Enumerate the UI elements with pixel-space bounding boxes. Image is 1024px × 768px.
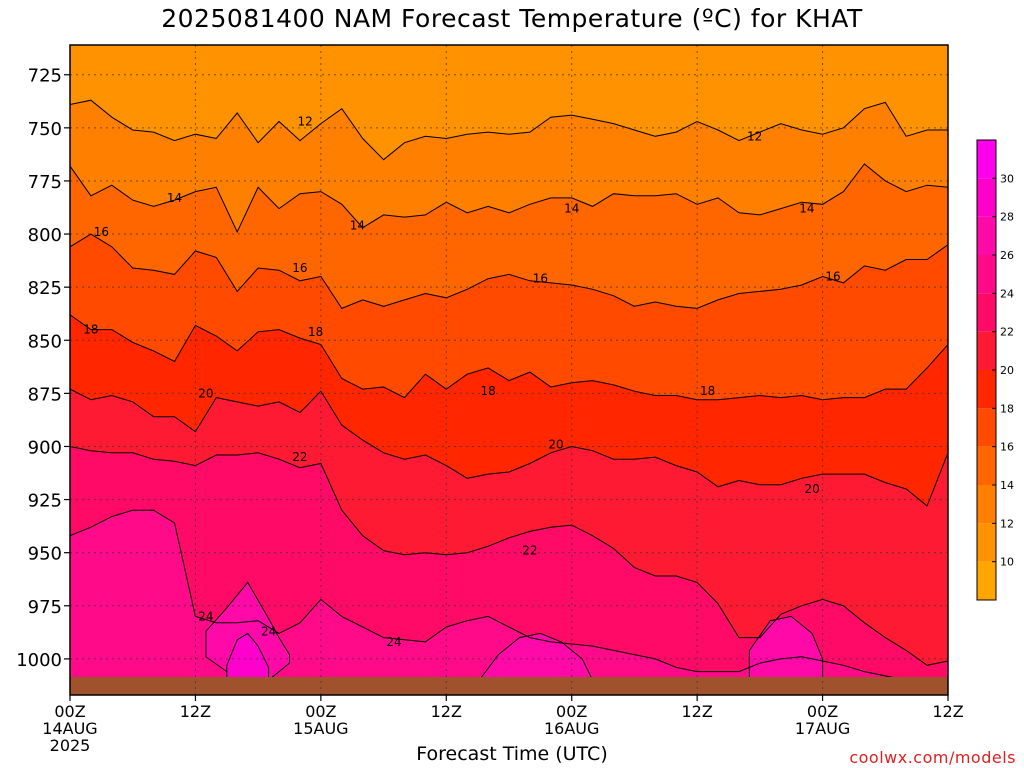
contour-label-18: 18 (308, 325, 323, 339)
colorbar-label-20: 20 (1000, 364, 1014, 377)
colorbar-label-22: 22 (1000, 326, 1014, 339)
x-axis-label: Forecast Time (UTC) (416, 743, 608, 765)
colorbar-label-14: 14 (1000, 479, 1014, 492)
colorbar-segment-18-20 (977, 370, 996, 409)
y-tick-label-800: 800 (28, 225, 62, 246)
colorbar-label-30: 30 (1000, 172, 1014, 185)
temperature-fill-group: 12 12 14 14 14 14 16 16 16 16 18 18 18 18 20 20 20 22 22 24… (70, 45, 948, 695)
contour-label-12: 12 (298, 114, 313, 128)
x-tick-label-72-1: 17AUG (795, 719, 850, 738)
x-tick-label-24-1: 15AUG (293, 719, 348, 738)
contour-line-22 (70, 446, 948, 666)
source-credit: coolwx.com/models (849, 748, 1016, 767)
plot-frame (69, 44, 949, 696)
x-tick-label-24-0: 00Z (305, 702, 336, 721)
x-tick-label-48-0: 00Z (556, 702, 587, 721)
x-tick-label-36-0: 12Z (431, 702, 462, 721)
y-tick-label-925: 925 (28, 491, 62, 512)
contour-label-16: 16 (533, 272, 548, 286)
contour-line-12 (70, 99, 948, 161)
chart-title: 2025081400 NAM Forecast Temperature (ºC)… (161, 4, 863, 33)
x-tick-label-0-1: 14AUG (42, 719, 97, 738)
contour-label-12: 12 (747, 129, 762, 143)
contour-label-14: 14 (350, 219, 365, 233)
contour-label-18: 18 (700, 384, 715, 398)
contour-label-20: 20 (548, 437, 563, 451)
contour-line-16 (70, 233, 948, 310)
colorbar-segment-12-14 (977, 485, 996, 524)
contour-label-20: 20 (198, 386, 213, 400)
y-tick-label-875: 875 (28, 384, 62, 405)
colorbar-label-12: 12 (1000, 517, 1014, 530)
contour-label-24: 24 (198, 609, 213, 623)
contour-line-14 (70, 163, 948, 234)
colorbar-segment-30-32 (977, 140, 996, 179)
colorbar-segment-24-26 (977, 255, 996, 294)
y-tick-label-950: 950 (28, 544, 62, 565)
colorbar-segment-10-12 (977, 523, 996, 562)
y-tick-label-1000: 1000 (16, 650, 62, 671)
y-tick-label-900: 900 (28, 437, 62, 458)
contour-label-22: 22 (522, 544, 537, 558)
x-tick-label-72-0: 00Z (807, 702, 838, 721)
band-fill-24 (70, 510, 948, 695)
x-tick-label-0-0: 00Z (54, 702, 85, 721)
colorbar-label-16: 16 (1000, 441, 1014, 454)
y-tick-label-850: 850 (28, 331, 62, 352)
contour-line-18 (70, 314, 948, 401)
colorbar-label-18: 18 (1000, 402, 1014, 415)
y-tick-label-775: 775 (28, 172, 62, 193)
contour-label-18: 18 (83, 323, 98, 337)
terrain-band (70, 677, 948, 695)
colorbar-segment-28-30 (977, 178, 996, 217)
x-tick-label-84-0: 12Z (932, 702, 963, 721)
contour-label-14: 14 (799, 202, 814, 216)
colorbar-label-10: 10 (1000, 556, 1014, 569)
contour-label-14: 14 (167, 191, 182, 205)
contour-label-16: 16 (825, 270, 840, 284)
contour-label-18: 18 (480, 384, 495, 398)
contour-label-16: 16 (94, 225, 109, 239)
colorbar-segment-20-22 (977, 331, 996, 370)
contour-label-22: 22 (292, 450, 307, 464)
colorbar-segment-26-28 (977, 216, 996, 255)
colorbar-label-28: 28 (1000, 211, 1014, 224)
x-tick-label-60-0: 12Z (681, 702, 712, 721)
x-tick-label-48-1: 16AUG (544, 719, 599, 738)
contour-label-14: 14 (564, 202, 579, 216)
colorbar-segment-22-24 (977, 293, 996, 332)
y-tick-label-975: 975 (28, 597, 62, 618)
colorbar-segment-14-16 (977, 446, 996, 485)
y-tick-label-825: 825 (28, 278, 62, 299)
y-tick-label-750: 750 (28, 119, 62, 140)
contour-label-16: 16 (292, 261, 307, 275)
x-tick-label-12-0: 12Z (180, 702, 211, 721)
contour-line-24 (70, 509, 948, 685)
x-tick-label-0-2: 2025 (50, 736, 91, 755)
colorbar-segment-8-10 (977, 561, 996, 600)
colorbar-label-24: 24 (1000, 287, 1014, 300)
contour-line-20 (70, 388, 948, 507)
contour-label-24: 24 (261, 624, 276, 638)
y-tick-label-725: 725 (28, 66, 62, 87)
contour-label-24: 24 (386, 635, 401, 649)
colorbar-label-26: 26 (1000, 249, 1014, 262)
colorbar-segment-16-18 (977, 408, 996, 447)
contour-label-20: 20 (804, 482, 819, 496)
